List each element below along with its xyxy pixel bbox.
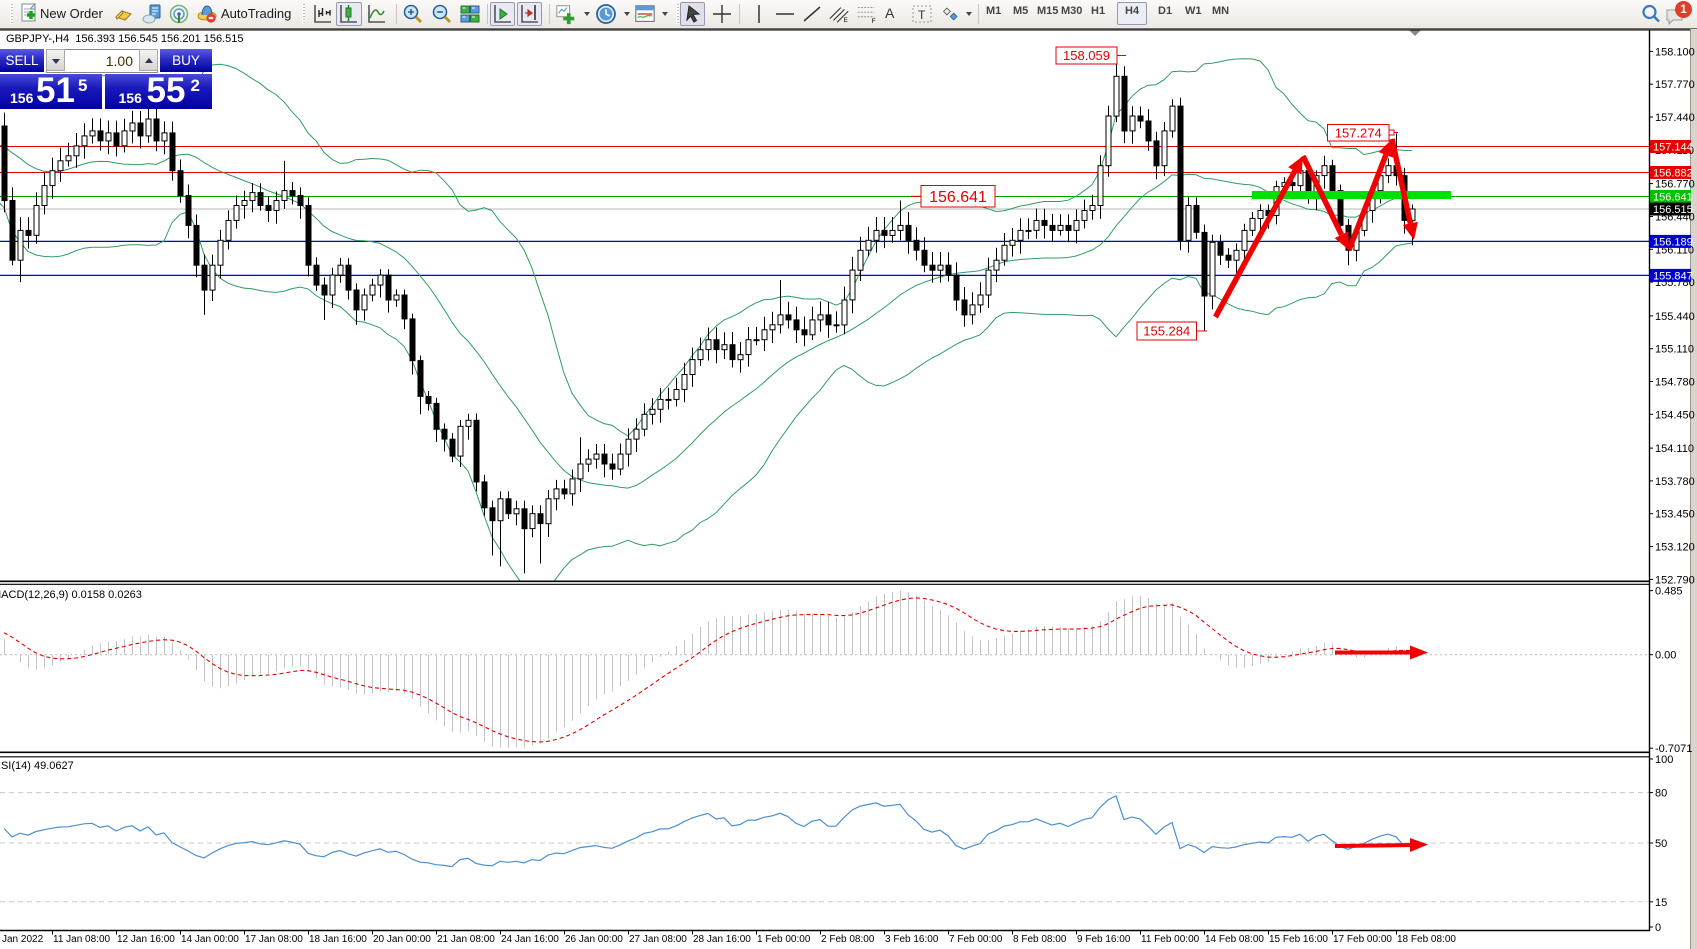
svg-text:156.641: 156.641 [929,189,987,206]
svg-text:157.770: 157.770 [1655,79,1695,91]
svg-text:154.110: 154.110 [1655,443,1694,455]
svg-text:15 Feb 16:00: 15 Feb 16:00 [1269,934,1328,945]
svg-text:27 Jan 08:00: 27 Jan 08:00 [629,934,687,945]
svg-text:158.100: 158.100 [1655,46,1695,58]
svg-text:21 Jan 08:00: 21 Jan 08:00 [437,934,495,945]
svg-text:154.450: 154.450 [1655,409,1695,421]
svg-text:-0.7071: -0.7071 [1655,743,1692,755]
svg-text:20 Jan 00:00: 20 Jan 00:00 [373,934,431,945]
svg-text:156.882: 156.882 [1653,168,1693,180]
svg-text:156.770: 156.770 [1655,179,1695,191]
svg-text:80: 80 [1655,788,1667,800]
svg-text:0.00: 0.00 [1655,650,1676,662]
svg-text:157.144: 157.144 [1653,142,1693,154]
svg-text:3 Feb 16:00: 3 Feb 16:00 [885,934,939,945]
svg-text:153.450: 153.450 [1655,509,1695,521]
svg-text:157.440: 157.440 [1655,112,1695,124]
svg-text:2 Feb 08:00: 2 Feb 08:00 [821,934,875,945]
svg-text:156.515: 156.515 [1653,204,1693,216]
svg-text:155.284: 155.284 [1143,324,1190,339]
svg-text:7 Feb 00:00: 7 Feb 00:00 [949,934,1003,945]
svg-text:157.274: 157.274 [1335,125,1382,140]
svg-text:9 Feb 16:00: 9 Feb 16:00 [1077,934,1131,945]
svg-text:14 Jan 00:00: 14 Jan 00:00 [181,934,239,945]
svg-text:24 Jan 16:00: 24 Jan 16:00 [501,934,559,945]
svg-text:50: 50 [1655,838,1667,850]
svg-text:153.120: 153.120 [1655,542,1695,554]
svg-text:1 Feb 00:00: 1 Feb 00:00 [757,934,811,945]
svg-text:14 Feb 08:00: 14 Feb 08:00 [1205,934,1264,945]
svg-text:17 Jan 08:00: 17 Jan 08:00 [245,934,303,945]
svg-text:18 Feb 08:00: 18 Feb 08:00 [1397,934,1456,945]
svg-text:28 Jan 16:00: 28 Jan 16:00 [693,934,751,945]
svg-text:RSI(14) 49.0627: RSI(14) 49.0627 [0,760,74,772]
svg-text:Jan 2022: Jan 2022 [2,934,44,945]
svg-text:156.189: 156.189 [1653,236,1693,248]
svg-text:26 Jan 00:00: 26 Jan 00:00 [565,934,623,945]
svg-text:11 Feb 00:00: 11 Feb 00:00 [1141,934,1200,945]
svg-text:T: T [918,8,926,22]
svg-text:0.485: 0.485 [1655,586,1683,598]
svg-text:0: 0 [1655,922,1661,934]
svg-text:158.059: 158.059 [1063,48,1110,63]
svg-text:155.847: 155.847 [1653,270,1693,282]
svg-text:155.440: 155.440 [1655,311,1695,323]
svg-text:MACD(12,26,9) 0.0158 0.0263: MACD(12,26,9) 0.0158 0.0263 [0,589,142,601]
svg-text:154.780: 154.780 [1655,377,1695,389]
svg-text:8 Feb 08:00: 8 Feb 08:00 [1013,934,1067,945]
svg-text:153.780: 153.780 [1655,476,1695,488]
svg-text:100: 100 [1655,754,1673,766]
svg-text:155.110: 155.110 [1655,344,1694,356]
svg-text:E: E [844,17,848,24]
svg-text:12 Jan 16:00: 12 Jan 16:00 [117,934,175,945]
svg-text:17 Feb 00:00: 17 Feb 00:00 [1333,934,1392,945]
svg-text:156.641: 156.641 [1653,192,1693,204]
svg-text:GBPJPY-,H4 156.393 156.545 15: GBPJPY-,H4 156.393 156.545 156.201 156.5… [6,33,244,45]
svg-text:156.110: 156.110 [1655,244,1694,256]
svg-text:15: 15 [1655,897,1667,909]
svg-text:152.790: 152.790 [1655,574,1695,586]
svg-text:11 Jan 08:00: 11 Jan 08:00 [53,934,111,945]
svg-text:18 Jan 16:00: 18 Jan 16:00 [309,934,367,945]
svg-text:F: F [872,18,876,25]
